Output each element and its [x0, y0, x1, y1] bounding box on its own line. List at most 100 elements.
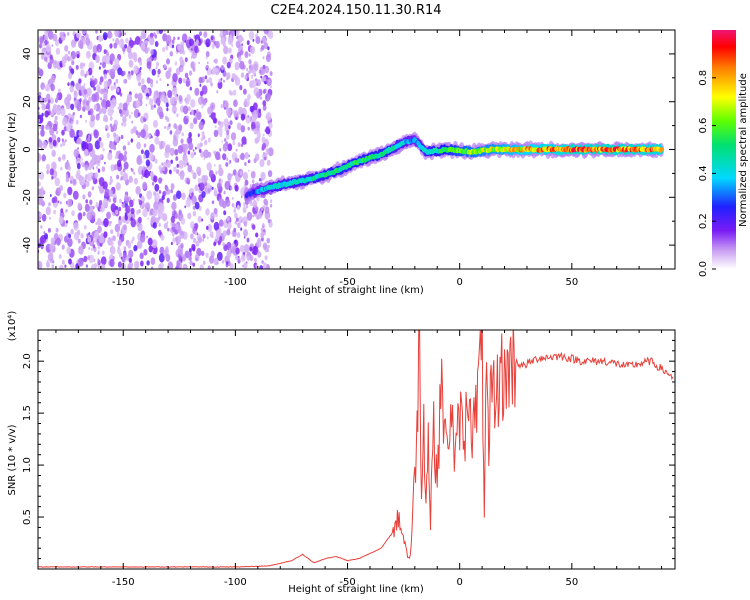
- noise-speck: [92, 45, 98, 54]
- noise-speck: [133, 65, 139, 75]
- noise-speck: [260, 75, 263, 79]
- noise-speck: [101, 106, 107, 115]
- noise-speck: [225, 131, 228, 135]
- noise-speck: [259, 159, 265, 168]
- noise-speck: [85, 37, 91, 46]
- noise-speck: [130, 218, 137, 228]
- noise-speck: [245, 114, 251, 124]
- noise-speck: [104, 161, 106, 165]
- noise-speck: [105, 128, 108, 131]
- noise-speck: [156, 91, 159, 96]
- noise-speck: [103, 218, 109, 228]
- noise-speck: [90, 171, 93, 177]
- noise-speck: [93, 104, 98, 111]
- noise-speck: [40, 225, 43, 229]
- noise-speck: [182, 254, 187, 261]
- noise-speck: [256, 239, 262, 248]
- noise-speck: [221, 140, 223, 143]
- noise-speck: [237, 222, 241, 229]
- noise-speck: [171, 201, 177, 211]
- noise-speck: [109, 258, 115, 268]
- noise-speck: [88, 134, 91, 139]
- noise-speck: [87, 110, 91, 116]
- noise-speck: [113, 42, 118, 49]
- noise-speck: [150, 171, 154, 176]
- noise-speck: [194, 201, 200, 210]
- noise-speck: [148, 98, 154, 106]
- noise-speck: [107, 30, 113, 39]
- noise-speck: [193, 239, 196, 243]
- noise-speck: [214, 67, 220, 76]
- noise-speck: [91, 80, 96, 87]
- noise-speck: [155, 129, 160, 137]
- noise-speck: [93, 86, 96, 91]
- noise-speck: [163, 222, 168, 230]
- noise-speck: [46, 102, 51, 110]
- noise-speck: [240, 152, 245, 161]
- noise-speck: [198, 206, 202, 211]
- noise-speck: [69, 128, 75, 138]
- noise-speck: [262, 151, 266, 156]
- noise-speck: [107, 86, 110, 89]
- noise-speck: [107, 152, 113, 161]
- noise-speck: [73, 148, 79, 158]
- noise-speck: [140, 260, 144, 267]
- noise-speck: [235, 217, 239, 222]
- noise-speck: [67, 82, 70, 86]
- noise-speck: [154, 132, 157, 136]
- noise-speck: [222, 242, 225, 247]
- noise-speck: [83, 255, 88, 263]
- noise-speck: [190, 221, 195, 229]
- noise-speck: [54, 39, 60, 47]
- x-tick-label: -100: [224, 577, 247, 588]
- noise-speck: [103, 74, 108, 80]
- noise-speck: [248, 59, 252, 65]
- noise-speck: [139, 66, 142, 70]
- noise-speck: [199, 83, 202, 87]
- noise-speck: [269, 84, 272, 89]
- noise-speck: [97, 225, 102, 234]
- noise-speck: [128, 257, 132, 263]
- noise-speck: [255, 264, 258, 268]
- noise-speck: [114, 30, 120, 37]
- noise-speck: [62, 62, 66, 68]
- noise-speck: [116, 159, 122, 168]
- noise-speck: [262, 100, 267, 107]
- noise-speck: [233, 227, 237, 233]
- noise-speck: [52, 33, 58, 42]
- noise-speck: [245, 204, 249, 209]
- noise-speck: [261, 44, 265, 51]
- noise-speck: [76, 138, 81, 145]
- noise-speck: [134, 260, 140, 269]
- signal-core: [659, 147, 664, 152]
- y-tick-label: -40: [22, 237, 33, 253]
- noise-speck: [123, 122, 127, 127]
- noise-speck: [82, 106, 86, 112]
- noise-speck: [61, 259, 65, 265]
- noise-speck: [214, 58, 218, 64]
- noise-speck: [202, 233, 206, 239]
- noise-speck: [205, 56, 208, 60]
- noise-speck: [222, 30, 227, 36]
- noise-speck: [91, 186, 95, 191]
- noise-speck: [146, 190, 153, 200]
- noise-speck: [242, 206, 247, 214]
- noise-speck: [144, 202, 151, 211]
- noise-speck: [67, 56, 71, 62]
- noise-speck: [174, 223, 179, 230]
- noise-speck: [252, 245, 259, 256]
- noise-speck: [190, 56, 193, 59]
- noise-speck: [87, 255, 91, 260]
- noise-speck: [122, 168, 126, 173]
- noise-speck: [185, 80, 190, 87]
- noise-speck: [38, 171, 45, 180]
- noise-speck: [239, 84, 243, 91]
- noise-speck: [253, 158, 257, 164]
- noise-speck: [148, 245, 153, 253]
- snr-marks: [38, 330, 674, 568]
- noise-speck: [229, 263, 234, 269]
- noise-speck: [67, 238, 73, 247]
- noise-speck: [61, 138, 64, 142]
- noise-speck: [138, 199, 143, 206]
